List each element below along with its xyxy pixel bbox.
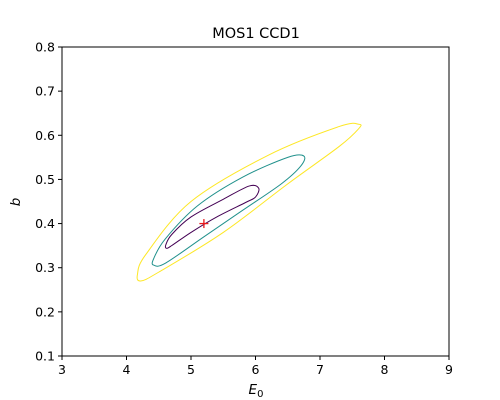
- y-tick-label: 0.3: [35, 260, 55, 275]
- plot-area: [136, 122, 362, 282]
- x-tick-label: 4: [123, 362, 131, 377]
- x-tick-label: 9: [445, 362, 453, 377]
- x-axis-label: E0: [249, 382, 264, 400]
- y-tick-label: 0.4: [35, 216, 55, 231]
- x-tick-label: 5: [187, 362, 195, 377]
- x-axis-label-subscript: 0: [257, 389, 263, 400]
- x-tick-label: 7: [316, 362, 324, 377]
- x-tick-label: 6: [252, 362, 260, 377]
- axis-ticks: 3 4 5 6 7 8 9 0.1 0.2 0.3 0.4 0.5 0.6 0.7 0.8: [35, 40, 453, 378]
- contour-level-3: [136, 122, 362, 282]
- contour-level-2: [151, 154, 306, 267]
- x-tick-label: 3: [58, 362, 66, 377]
- y-tick-label: 0.5: [35, 172, 55, 187]
- y-tick-label: 0.2: [35, 304, 55, 319]
- y-tick-label: 0.1: [35, 349, 55, 364]
- y-tick-label: 0.8: [35, 40, 55, 55]
- chart-title: MOS1 CCD1: [212, 26, 300, 42]
- x-axis-label-main: E: [249, 382, 258, 398]
- y-tick-label: 0.6: [35, 128, 55, 143]
- y-axis-label: b: [8, 198, 24, 207]
- contour-level-1: [164, 184, 260, 249]
- best-fit-marker: [199, 219, 209, 229]
- y-tick-label: 0.7: [35, 84, 55, 99]
- x-tick-label: 8: [381, 362, 389, 377]
